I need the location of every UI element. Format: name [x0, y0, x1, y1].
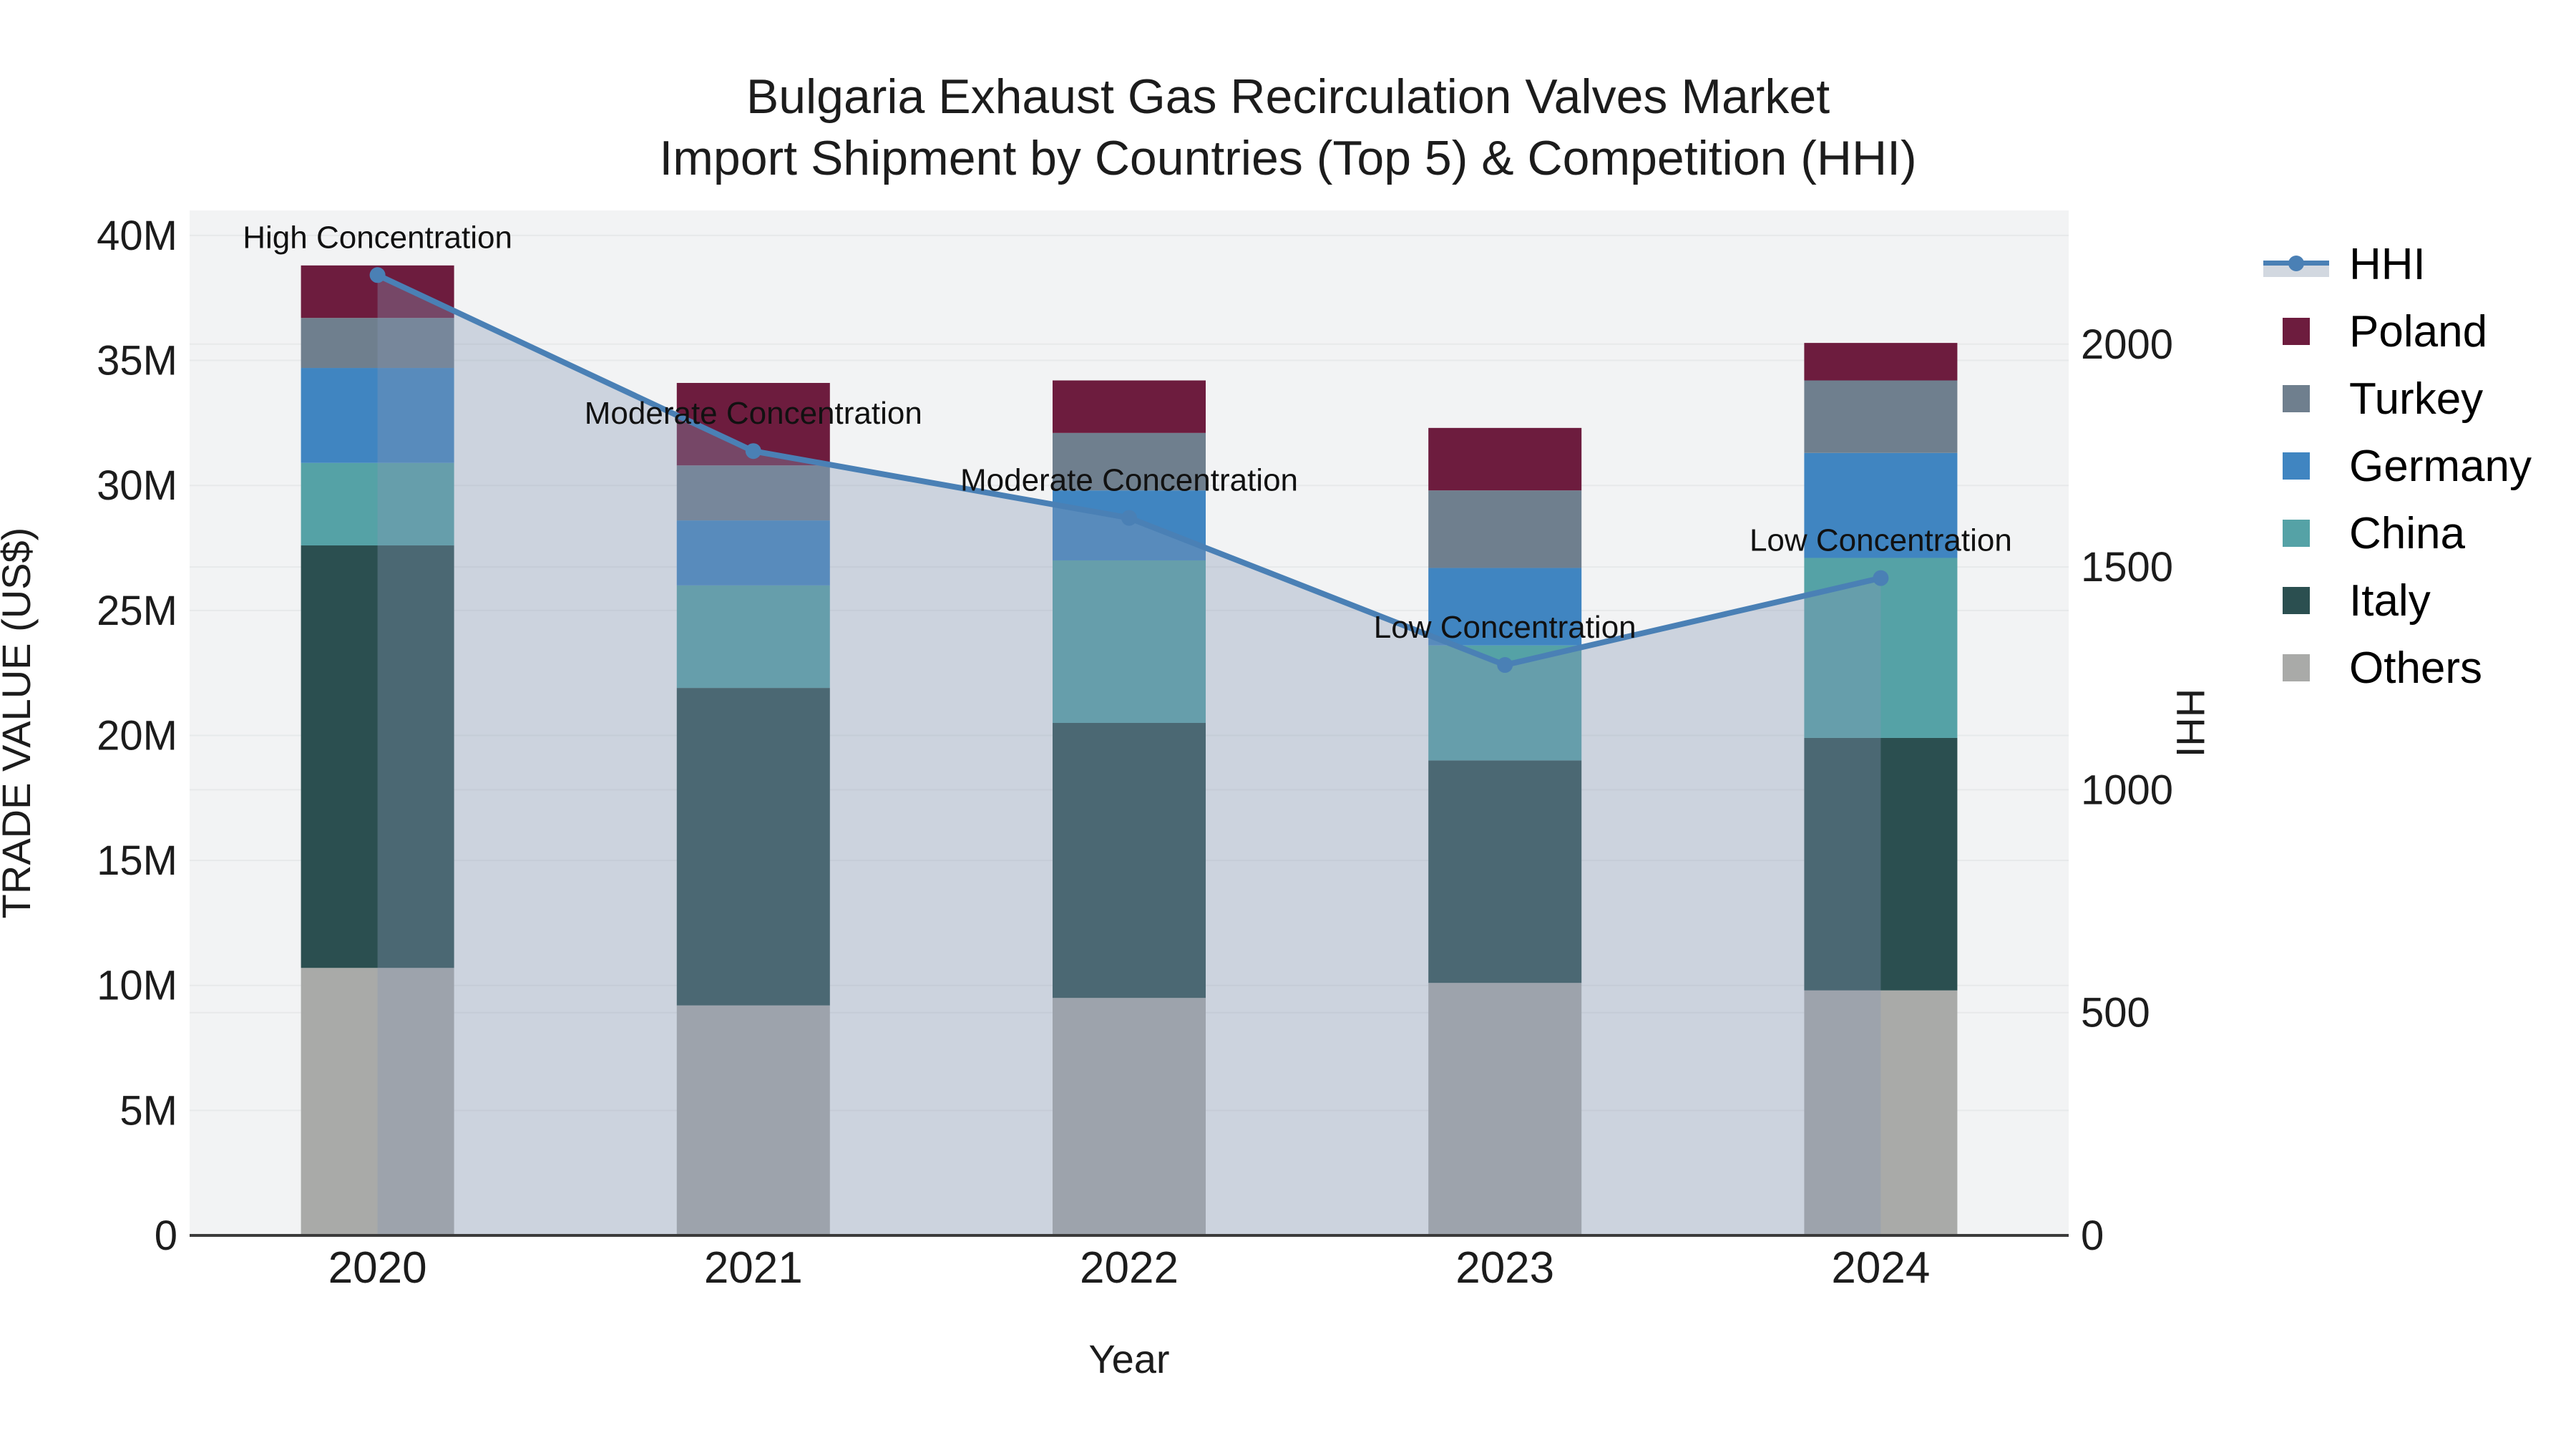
legend-item-italy[interactable]: Italy [2263, 567, 2571, 634]
bar-segment-others-2022[interactable] [1053, 998, 1206, 1235]
annotation-2020: High Concentration [243, 220, 512, 255]
x-tick-2023: 2023 [1455, 1243, 1554, 1293]
legend-label: Others [2349, 643, 2483, 693]
y-right-tick-500: 500 [2081, 990, 2150, 1036]
y-left-tick-35M: 35M [97, 338, 177, 384]
legend-item-hhi[interactable]: HHI [2263, 230, 2571, 298]
y-left-tick-40M: 40M [97, 213, 177, 259]
bar-segment-poland-2024[interactable] [1804, 343, 1958, 381]
legend-label: Italy [2349, 575, 2431, 626]
bar-segment-italy-2022[interactable] [1053, 723, 1206, 998]
legend-swatch-china [2263, 519, 2329, 548]
color-box-icon [2283, 520, 2310, 547]
x-tick-2024: 2024 [1831, 1243, 1930, 1293]
legend-swatch-poland [2263, 317, 2329, 346]
annotation-2023: Low Concentration [1374, 610, 1636, 645]
hhi-marker-2021[interactable] [745, 443, 761, 460]
y-left-tick-25M: 25M [97, 588, 177, 634]
bar-segment-turkey-2021[interactable] [676, 465, 830, 521]
bar-segment-others-2020[interactable] [301, 968, 454, 1235]
bar-segment-italy-2021[interactable] [676, 688, 830, 1006]
chart-title-line1: Bulgaria Exhaust Gas Recirculation Valve… [746, 69, 1830, 124]
legend-item-others[interactable]: Others [2263, 634, 2571, 701]
bar-segment-china-2022[interactable] [1053, 560, 1206, 723]
legend-label: China [2349, 508, 2465, 558]
hhi-marker-2024[interactable] [1873, 570, 1889, 586]
legend-label: Turkey [2349, 374, 2484, 424]
legend-item-poland[interactable]: Poland [2263, 298, 2571, 365]
y-left-tick-30M: 30M [97, 462, 177, 509]
y-left-tick-5M: 5M [119, 1087, 177, 1134]
bar-segment-italy-2024[interactable] [1804, 737, 1958, 991]
legend-swatch-italy [2263, 586, 2329, 615]
legend-swatch-others [2263, 653, 2329, 682]
bar-segment-turkey-2020[interactable] [301, 318, 454, 369]
legend-item-turkey[interactable]: Turkey [2263, 365, 2571, 432]
chart-title-line2: Import Shipment by Countries (Top 5) & C… [659, 131, 1917, 185]
y-right-tick-2000: 2000 [2081, 321, 2173, 368]
y-left-tick-20M: 20M [97, 712, 177, 759]
bar-segment-italy-2023[interactable] [1428, 760, 1582, 983]
color-box-icon [2283, 587, 2310, 614]
bar-segment-germany-2021[interactable] [676, 520, 830, 585]
bar-segment-china-2020[interactable] [301, 462, 454, 546]
legend-swatch-germany [2263, 452, 2329, 480]
annotation-2021: Moderate Concentration [585, 396, 922, 431]
y-right-tick-1000: 1000 [2081, 767, 2173, 813]
color-box-icon [2283, 385, 2310, 412]
legend-item-germany[interactable]: Germany [2263, 432, 2571, 500]
hhi-marker-2020[interactable] [369, 267, 386, 283]
bar-segment-others-2021[interactable] [676, 1005, 830, 1235]
x-tick-2022: 2022 [1080, 1243, 1179, 1293]
x-tick-2020: 2020 [328, 1243, 427, 1293]
legend-swatch-turkey [2263, 384, 2329, 413]
bar-segment-turkey-2023[interactable] [1428, 490, 1582, 568]
bar-segment-italy-2020[interactable] [301, 545, 454, 968]
hhi-marker-2023[interactable] [1497, 657, 1513, 674]
bar-segment-poland-2023[interactable] [1428, 427, 1582, 491]
y-left-tick-10M: 10M [97, 963, 177, 1009]
y-left-tick-15M: 15M [97, 837, 177, 884]
bar-segment-turkey-2022[interactable] [1053, 432, 1206, 491]
hhi-area-fill [377, 275, 1881, 1235]
chart-title: Bulgaria Exhaust Gas Recirculation Valve… [0, 66, 2576, 189]
bar-segment-poland-2022[interactable] [1053, 380, 1206, 433]
y-right-tick-1500: 1500 [2081, 544, 2173, 591]
color-box-icon [2283, 654, 2310, 681]
bar-segment-china-2021[interactable] [676, 585, 830, 689]
y-left-tick-0: 0 [155, 1213, 177, 1259]
hhi-dot-icon [2288, 256, 2304, 271]
x-axis-title: Year [1088, 1336, 1169, 1381]
bar-segment-others-2023[interactable] [1428, 983, 1582, 1235]
bar-segment-turkey-2024[interactable] [1804, 380, 1958, 453]
hhi-line-swatch-icon [2263, 250, 2329, 278]
color-box-icon [2283, 452, 2310, 480]
y-left-axis-title: TRADE VALUE (US$) [0, 528, 39, 919]
y-right-axis-title: HHI [2168, 689, 2213, 757]
bar-segment-germany-2024[interactable] [1804, 452, 1958, 558]
bar-segment-others-2024[interactable] [1804, 990, 1958, 1235]
annotation-2024: Low Concentration [1750, 523, 2012, 558]
bar-segment-germany-2020[interactable] [301, 368, 454, 463]
y-right-tick-0: 0 [2081, 1213, 2104, 1259]
hhi-marker-2022[interactable] [1121, 510, 1137, 526]
legend-label: HHI [2349, 239, 2426, 289]
annotation-2022: Moderate Concentration [960, 463, 1298, 498]
color-box-icon [2283, 318, 2310, 345]
legend-item-china[interactable]: China [2263, 500, 2571, 567]
bar-segment-germany-2023[interactable] [1428, 568, 1582, 646]
x-tick-2021: 2021 [704, 1243, 803, 1293]
legend: HHI Poland Turkey Germany China Italy Others [2263, 230, 2571, 701]
legend-label: Poland [2349, 306, 2488, 356]
legend-label: Germany [2349, 441, 2532, 491]
